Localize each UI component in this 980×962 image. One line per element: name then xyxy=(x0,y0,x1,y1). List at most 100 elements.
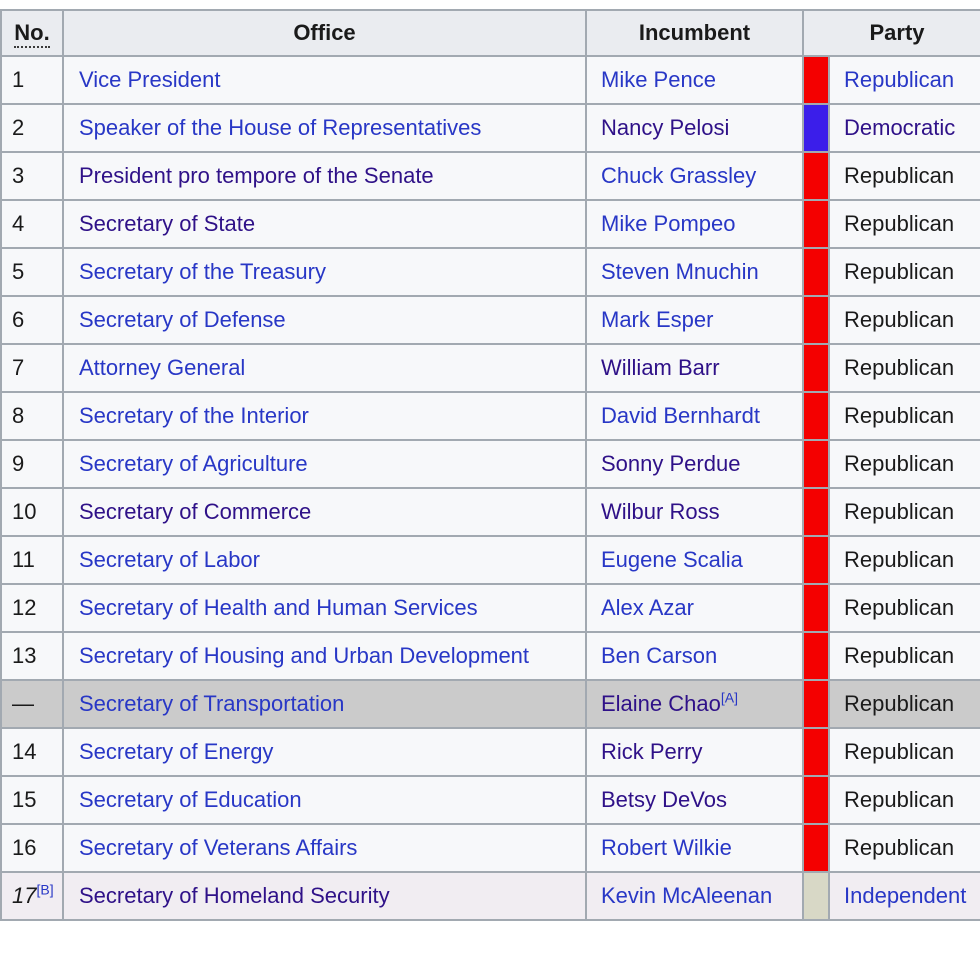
row-number: 2 xyxy=(12,115,25,140)
party-link[interactable]: Republican xyxy=(844,67,955,92)
office-cell: Secretary of State xyxy=(62,199,587,249)
office-link[interactable]: Secretary of Commerce xyxy=(79,499,312,524)
incumbent-cell: David Bernhardt xyxy=(585,391,804,441)
party-label: Republican xyxy=(844,691,955,716)
row-number-cell: 6 xyxy=(0,295,64,345)
office-link[interactable]: Secretary of Defense xyxy=(79,307,286,332)
office-link[interactable]: Secretary of Health and Human Services xyxy=(79,595,478,620)
row-number: 9 xyxy=(12,451,25,476)
incumbent-cell: Betsy DeVos xyxy=(585,775,804,825)
incumbent-link[interactable]: Ben Carson xyxy=(601,643,718,668)
party-color-bar xyxy=(802,871,830,921)
party-cell: Republican xyxy=(827,679,980,729)
party-link[interactable]: Democratic xyxy=(844,115,956,140)
office-link[interactable]: Secretary of Education xyxy=(79,787,302,812)
party-cell: Republican xyxy=(827,583,980,633)
incumbent-link[interactable]: Mike Pence xyxy=(601,67,716,92)
incumbent-link[interactable]: Sonny Perdue xyxy=(601,451,741,476)
office-link[interactable]: Secretary of Energy xyxy=(79,739,274,764)
row-number-cell: 13 xyxy=(0,631,64,681)
table-row: 10 Secretary of Commerce Wilbur Ross Rep… xyxy=(0,487,980,537)
row-number-cell: 10 xyxy=(0,487,64,537)
incumbent-link[interactable]: Chuck Grassley xyxy=(601,163,757,188)
party-label: Republican xyxy=(844,355,955,380)
col-header-incumbent: Incumbent xyxy=(585,9,804,57)
incumbent-link[interactable]: Mark Esper xyxy=(601,307,714,332)
table-row: 12 Secretary of Health and Human Service… xyxy=(0,583,980,633)
office-link[interactable]: Vice President xyxy=(79,67,221,92)
table-row: 2 Speaker of the House of Representative… xyxy=(0,103,980,153)
incumbent-cell: Alex Azar xyxy=(585,583,804,633)
incumbent-link[interactable]: David Bernhardt xyxy=(601,403,760,428)
office-cell: Attorney General xyxy=(62,343,587,393)
party-color-bar xyxy=(802,775,830,825)
party-color-bar xyxy=(802,487,830,537)
row-number-cell: 4 xyxy=(0,199,64,249)
table-row: — Secretary of Transportation Elaine Cha… xyxy=(0,679,980,729)
table-row: 11 Secretary of Labor Eugene Scalia Repu… xyxy=(0,535,980,585)
row-number: 3 xyxy=(12,163,25,188)
party-color-bar xyxy=(802,103,830,153)
office-link[interactable]: Secretary of Homeland Security xyxy=(79,883,390,908)
party-label: Republican xyxy=(844,163,955,188)
party-label: Republican xyxy=(844,787,955,812)
office-link[interactable]: Secretary of Veterans Affairs xyxy=(79,835,358,860)
party-label: Republican xyxy=(844,643,955,668)
incumbent-link[interactable]: Wilbur Ross xyxy=(601,499,720,524)
row-number-cell: 17[B] xyxy=(0,871,64,921)
office-link[interactable]: Attorney General xyxy=(79,355,246,380)
incumbent-link[interactable]: Alex Azar xyxy=(601,595,694,620)
row-number-cell: — xyxy=(0,679,64,729)
incumbent-link[interactable]: Robert Wilkie xyxy=(601,835,732,860)
table-row: 17[B] Secretary of Homeland Security Kev… xyxy=(0,871,980,921)
party-label: Republican xyxy=(844,259,955,284)
office-link[interactable]: Speaker of the House of Representatives xyxy=(79,115,482,140)
office-link[interactable]: Secretary of State xyxy=(79,211,256,236)
table-row: 6 Secretary of Defense Mark Esper Republ… xyxy=(0,295,980,345)
office-link[interactable]: Secretary of Housing and Urban Developme… xyxy=(79,643,530,668)
party-cell: Republican xyxy=(827,439,980,489)
party-color-bar xyxy=(802,631,830,681)
row-number: 12 xyxy=(12,595,37,620)
incumbent-link[interactable]: Mike Pompeo xyxy=(601,211,736,236)
incumbent-link[interactable]: Elaine Chao xyxy=(601,691,721,716)
incumbent-cell: William Barr xyxy=(585,343,804,393)
office-cell: Secretary of Homeland Security xyxy=(62,871,587,921)
office-cell: Secretary of Housing and Urban Developme… xyxy=(62,631,587,681)
incumbent-link[interactable]: Betsy DeVos xyxy=(601,787,727,812)
party-color-bar xyxy=(802,391,830,441)
party-cell: Republican xyxy=(827,535,980,585)
party-label: Republican xyxy=(844,451,955,476)
office-link[interactable]: Secretary of the Interior xyxy=(79,403,309,428)
table-row: 13 Secretary of Housing and Urban Develo… xyxy=(0,631,980,681)
table-row: 5 Secretary of the Treasury Steven Mnuch… xyxy=(0,247,980,297)
row-number: — xyxy=(12,691,34,716)
table-row: 15 Secretary of Education Betsy DeVos Re… xyxy=(0,775,980,825)
table-row: 8 Secretary of the Interior David Bernha… xyxy=(0,391,980,441)
office-link[interactable]: Secretary of Agriculture xyxy=(79,451,308,476)
incumbent-cell: Elaine Chao[A] xyxy=(585,679,804,729)
footnote-link[interactable]: [B] xyxy=(36,881,54,898)
party-color-bar xyxy=(802,535,830,585)
party-cell: Independent xyxy=(827,871,980,921)
row-number-cell: 5 xyxy=(0,247,64,297)
incumbent-link[interactable]: William Barr xyxy=(601,355,720,380)
office-link[interactable]: Secretary of the Treasury xyxy=(79,259,326,284)
party-link[interactable]: Independent xyxy=(844,883,967,908)
party-label: Republican xyxy=(844,739,955,764)
incumbent-link[interactable]: Steven Mnuchin xyxy=(601,259,759,284)
incumbent-link[interactable]: Rick Perry xyxy=(601,739,703,764)
office-link[interactable]: President pro tempore of the Senate xyxy=(79,163,434,188)
footnote-link[interactable]: [A] xyxy=(720,689,738,706)
party-label: Republican xyxy=(844,835,955,860)
party-color-bar xyxy=(802,199,830,249)
party-cell: Republican xyxy=(827,487,980,537)
incumbent-link[interactable]: Eugene Scalia xyxy=(601,547,743,572)
incumbent-link[interactable]: Kevin McAleenan xyxy=(601,883,773,908)
party-cell: Republican xyxy=(827,775,980,825)
incumbent-link[interactable]: Nancy Pelosi xyxy=(601,115,730,140)
office-cell: President pro tempore of the Senate xyxy=(62,151,587,201)
office-link[interactable]: Secretary of Transportation xyxy=(79,691,345,716)
office-link[interactable]: Secretary of Labor xyxy=(79,547,260,572)
row-number-cell: 12 xyxy=(0,583,64,633)
